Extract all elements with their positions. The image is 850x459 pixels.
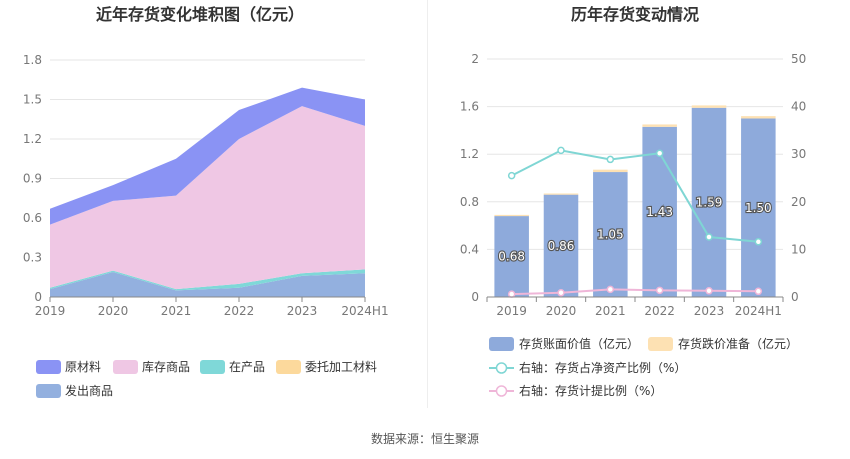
line-point	[507, 290, 516, 298]
line-point	[754, 287, 763, 296]
x-tick-label: 2020	[546, 304, 577, 318]
legend-label: 发出商品	[65, 383, 113, 398]
bar-book-value	[741, 118, 776, 297]
legend-label: 右轴：存货占净资产比例（%）	[519, 360, 686, 375]
line-point	[655, 286, 664, 295]
bar-impairment	[494, 214, 529, 217]
bar-impairment	[741, 116, 776, 119]
x-tick-label: 2019	[35, 304, 66, 318]
legend-swatch	[113, 360, 138, 374]
bar-impairment	[642, 124, 677, 127]
legend-marker	[495, 385, 508, 397]
chart-title: 近年存货变化堆积图（亿元）	[96, 5, 304, 24]
inventory-stacked-area-chart: 近年存货变化堆积图（亿元） 0 0.3 0.6 0.9 1.2 1.5 1.8 2019 2020…	[23, 5, 389, 398]
legend-label: 原材料	[65, 360, 101, 374]
area-series	[50, 106, 365, 290]
bar-value-label: 0.68	[498, 250, 525, 264]
bar-book-value	[543, 194, 579, 297]
x-tick-label: 2020	[98, 304, 129, 318]
line-point	[507, 171, 516, 180]
x-tick-label: 2019	[496, 304, 527, 318]
line-point	[606, 155, 615, 164]
bar-value-label: 1.59	[696, 195, 723, 209]
legend-swatch	[36, 384, 61, 398]
y-tick-label: 0.4	[460, 242, 479, 256]
legend-swatch	[276, 360, 301, 374]
y2-tick-label: 20	[791, 195, 806, 209]
area-series	[50, 87, 365, 225]
line-point	[557, 288, 565, 297]
x-tick-label: 2021	[595, 304, 626, 318]
chart-divider	[427, 0, 428, 408]
line-point	[655, 149, 664, 157]
line-point	[705, 233, 713, 241]
y-tick-label: 1.6	[460, 100, 479, 114]
area-series	[50, 271, 365, 297]
legend-swatch	[200, 360, 225, 374]
x-tick-label: 2023	[694, 304, 725, 318]
y2-tick-label: 40	[791, 100, 806, 114]
y-tick-label: 1.8	[23, 53, 42, 67]
bar-impairment	[593, 169, 628, 173]
bar-value-label: 1.43	[646, 205, 673, 219]
bar-book-value	[691, 107, 727, 297]
legend-swatch	[489, 337, 514, 351]
legend-label: 在产品	[229, 360, 265, 374]
legend-swatch	[36, 360, 61, 374]
y-tick-label: 2	[471, 52, 479, 66]
line-point	[606, 285, 615, 294]
x-tick-label: 2021	[161, 304, 192, 318]
line-series	[511, 288, 759, 296]
data-source: 数据来源：恒生聚源	[370, 432, 479, 446]
x-tick-label: 2023	[287, 304, 318, 318]
y2-tick-label: 50	[791, 52, 806, 66]
y2-tick-label: 10	[791, 242, 806, 256]
bar-impairment	[691, 105, 727, 108]
x-tick-label: 2024H1	[341, 304, 388, 318]
y-tick-label: 0.9	[23, 172, 42, 186]
area-series	[50, 269, 365, 291]
inventory-change-combo-chart: 历年存货变动情况00.40.81.21.62010203040500.680.8…	[460, 5, 806, 398]
line-point	[705, 287, 713, 295]
x-tick-label: 2024H1	[735, 304, 782, 318]
legend-label: 存货跌价准备（亿元）	[678, 336, 798, 351]
y-tick-label: 0.3	[23, 251, 42, 265]
bar-book-value	[593, 172, 628, 297]
y-tick-label: 1.2	[23, 132, 42, 146]
line-point	[557, 146, 565, 155]
chart-title: 历年存货变动情况	[571, 5, 699, 24]
x-tick-label: 2022	[224, 304, 255, 318]
line-series	[511, 149, 759, 243]
bar-book-value	[494, 216, 529, 297]
legend-label: 右轴：存货计提比例（%）	[519, 383, 662, 398]
y-tick-label: 0	[471, 290, 479, 304]
legend-label: 库存商品	[142, 359, 190, 374]
bar-value-label: 1.50	[745, 201, 772, 215]
y-tick-label: 1.5	[23, 93, 42, 107]
y2-tick-label: 0	[791, 290, 799, 304]
legend-swatch	[648, 337, 673, 351]
bar-impairment	[543, 193, 579, 195]
y-tick-label: 0.6	[23, 211, 42, 225]
x-tick-label: 2022	[644, 304, 675, 318]
y-tick-label: 1.2	[460, 147, 479, 161]
legend-marker	[495, 362, 508, 374]
y-tick-label: 0.8	[460, 195, 479, 209]
legend-label: 存货账面价值（亿元）	[519, 336, 639, 351]
legend-label: 委托加工材料	[305, 360, 377, 374]
y-tick-label: 0	[34, 290, 42, 304]
y2-tick-label: 30	[791, 147, 806, 161]
bar-value-label: 1.05	[597, 228, 624, 242]
line-point	[754, 238, 763, 246]
bar-value-label: 0.86	[548, 239, 575, 253]
